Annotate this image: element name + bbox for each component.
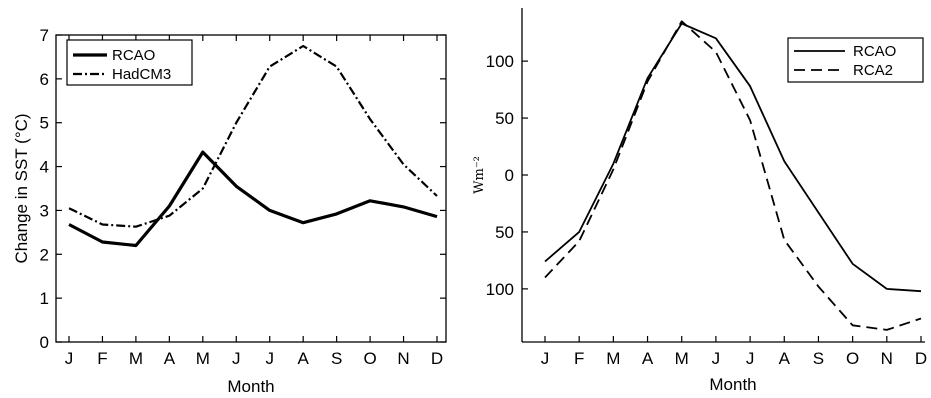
legend-box-left	[66, 39, 193, 86]
x-tick-label-left: S	[331, 349, 342, 368]
x-tick-label-left: O	[363, 349, 376, 368]
y-tick-label-left: 1	[40, 289, 49, 308]
y-axis-label-right: Wm⁻²	[472, 156, 487, 194]
chart-left-sst: 0 1 2 3 4 5 6 7 J F M A M J J A S O N D Month Change in SST (…	[12, 26, 447, 396]
y-tick-label-left: 2	[40, 245, 49, 264]
y-axis-label-left: Change in SST (°C)	[12, 113, 31, 263]
x-tick-label-left: A	[298, 349, 310, 368]
y-tick-label-left: 7	[40, 26, 49, 45]
x-tick-label-left: M	[129, 349, 143, 368]
x-axis-label-left: Month	[227, 377, 274, 396]
legend-label-rcao: RCAO	[112, 47, 155, 64]
y-tick-label-left: 3	[40, 201, 49, 220]
y-tick-label-left: 4	[40, 158, 49, 177]
x-tick-label-right: N	[881, 349, 893, 368]
x-tick-label-right: M	[675, 349, 689, 368]
x-tick-label-right: J	[712, 349, 721, 368]
series-line-rcao	[68, 150, 438, 248]
legend-label-rca2: RCA2	[853, 62, 893, 79]
x-tick-label-right: D	[915, 349, 927, 368]
y-tick-label-right: 50	[495, 109, 514, 128]
x-tick-label-right: S	[813, 349, 824, 368]
y-tick-label-right: 100	[486, 280, 514, 299]
x-tick-label-left: A	[164, 349, 176, 368]
y-tick-label-left: 0	[40, 333, 49, 352]
x-tick-label-right: A	[779, 349, 791, 368]
y-tick-label-right: 100	[486, 52, 514, 71]
y-tick-label-left: 6	[40, 70, 49, 89]
x-tick-label-left: N	[397, 349, 409, 368]
x-tick-label-right: A	[642, 349, 654, 368]
legend-label-rcao: RCAO	[853, 43, 896, 60]
legend-box-right	[787, 37, 924, 83]
series-line-rca2	[544, 20, 922, 331]
x-axis-label-right: Month	[709, 375, 756, 394]
series-line-hadcm3	[68, 44, 438, 228]
y-tick-label-right: 50	[495, 223, 514, 242]
x-tick-label-left: J	[232, 349, 241, 368]
x-tick-label-right: O	[846, 349, 859, 368]
x-tick-label-left: D	[431, 349, 443, 368]
x-tick-label-right: F	[574, 349, 584, 368]
chart-right-flux: 100 50 0 50 100 J F M A M J J A S O N D Month Wm⁻² RCAO RCA2	[472, 8, 927, 394]
y-tick-label-left: 5	[40, 114, 49, 133]
plot-frame-left	[55, 34, 447, 343]
x-tick-label-left: J	[265, 349, 274, 368]
x-tick-label-left: M	[196, 349, 210, 368]
x-tick-label-right: J	[746, 349, 755, 368]
x-tick-label-right: M	[606, 349, 620, 368]
y-tick-label-right: 0	[505, 166, 514, 185]
legend-label-hadcm3: HadCM3	[112, 66, 171, 83]
x-tick-label-right: J	[541, 349, 550, 368]
x-tick-label-left: J	[65, 349, 74, 368]
series-line-rcao	[544, 22, 922, 293]
x-tick-label-left: F	[97, 349, 107, 368]
